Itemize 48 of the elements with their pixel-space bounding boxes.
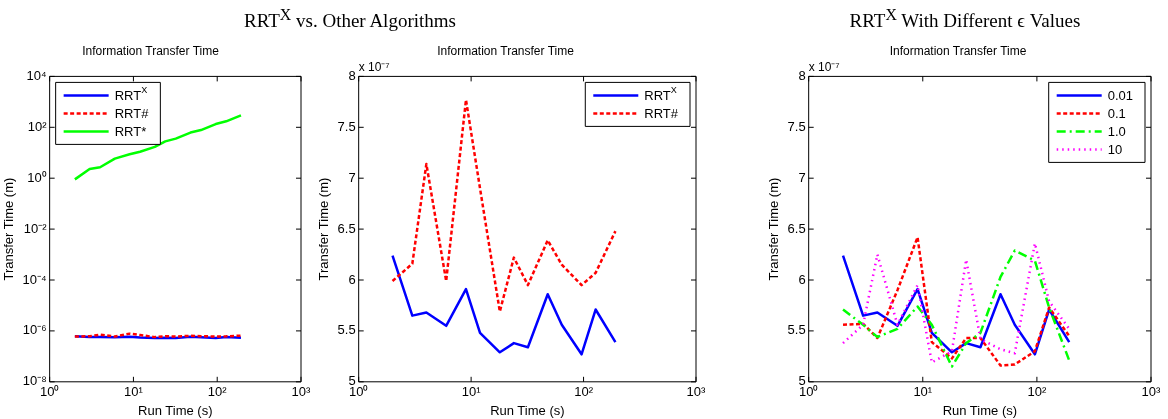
x-axis-title: Run Time (s) bbox=[138, 402, 213, 418]
y-tick-label: 5.5 bbox=[787, 322, 806, 338]
y-tick-label: 8 bbox=[348, 67, 356, 83]
x-tick-label: 10³ bbox=[291, 384, 312, 400]
legend-label: RRT# bbox=[114, 105, 150, 121]
chart-subtitle: Information Transfer Time bbox=[889, 43, 1027, 58]
y-tick-label: 7.5 bbox=[787, 118, 806, 134]
y-tick-label: 7 bbox=[798, 169, 806, 185]
x-tick-label: 10² bbox=[207, 384, 228, 400]
y-tick-label: 10⁻² bbox=[23, 220, 48, 236]
legend-label: 0.01 bbox=[1107, 87, 1134, 103]
legend-label: 0.1 bbox=[1107, 105, 1126, 121]
legend-label: RRT# bbox=[644, 105, 679, 121]
y-tick-label: 10⁰ bbox=[27, 169, 47, 185]
y-tick-label: 7.5 bbox=[337, 118, 356, 134]
y-tick-label: 7 bbox=[348, 169, 356, 185]
y-axis-title: Transfer Time (m) bbox=[1, 177, 17, 281]
y-tick-label: 6.5 bbox=[337, 220, 356, 236]
chart-subtitle: Information Transfer Time bbox=[82, 43, 220, 58]
legend-label: 1.0 bbox=[1107, 123, 1126, 139]
x-axis-title: Run Time (s) bbox=[490, 402, 565, 418]
y-axis-title: Transfer Time (m) bbox=[316, 177, 332, 281]
chart-title: Information Transfer Time bbox=[437, 43, 575, 58]
x-tick-label: 10² bbox=[1027, 384, 1047, 400]
y-tick-label: 10⁻⁴ bbox=[22, 271, 47, 287]
x-axis-title: Run Time (s) bbox=[942, 402, 1018, 418]
y-tick-label: 10⁴ bbox=[26, 67, 47, 83]
y-tick-label: 5.5 bbox=[337, 322, 356, 338]
x-tick-label: 10¹ bbox=[461, 384, 482, 400]
text: RRT$^{X}$ vs. Other Algorithms bbox=[243, 6, 457, 33]
chart-title: RRT$^{X}$ With Different ϵ Values bbox=[848, 6, 1082, 33]
x-tick-label: 10³ bbox=[686, 384, 707, 400]
y-tick-label: 8 bbox=[798, 67, 806, 83]
x-tick-label: 10¹ bbox=[913, 384, 933, 400]
x-tick-label: 10² bbox=[574, 384, 594, 400]
text: x 10⁻⁷ bbox=[358, 60, 390, 75]
y-tick-label: 10² bbox=[27, 118, 48, 134]
x-tick-label: 10¹ bbox=[124, 384, 144, 400]
y-tick-label: 10⁻⁶ bbox=[22, 322, 47, 338]
text: x 10⁻⁷ bbox=[808, 60, 840, 75]
legend-label: RRT* bbox=[114, 123, 147, 139]
x-tick-label: 10⁰ bbox=[39, 384, 60, 400]
legend-label: 10 bbox=[1107, 141, 1123, 157]
y-tick-label: 6 bbox=[348, 271, 356, 287]
y-tick-label: 6.5 bbox=[787, 220, 806, 236]
y-axis-title: Transfer Time (m) bbox=[766, 177, 782, 281]
y-tick-label: 6 bbox=[798, 271, 806, 287]
x-tick-label: 10³ bbox=[1141, 384, 1162, 400]
